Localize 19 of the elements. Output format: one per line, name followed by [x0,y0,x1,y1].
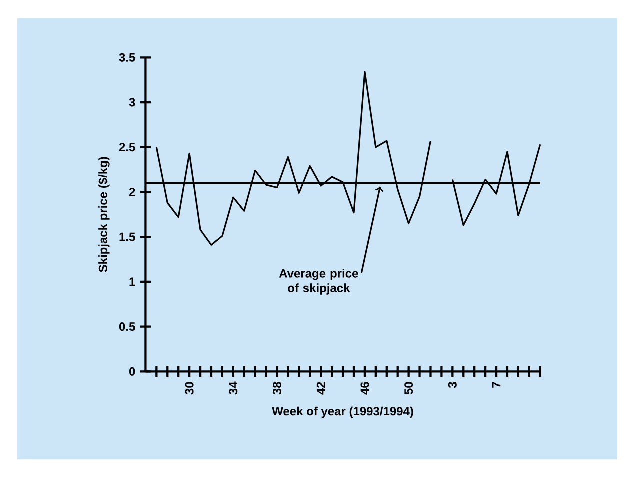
x-tick-label: 30 [185,382,194,395]
x-tick-label: 42 [316,382,326,395]
y-tick-label: 2 [129,188,136,196]
y-tick-label: 1.5 [120,232,136,242]
y-tick-label: 1 [130,278,136,286]
y-tick-label: 2.5 [119,143,136,152]
x-tick-label: 3 [448,382,457,388]
y-tick-label: 3 [129,98,136,107]
y-tick-label: 0 [129,367,136,376]
x-tick-label: 34 [229,382,238,395]
x-tick-label: 38 [272,382,282,395]
y-tick-label: 3.5 [119,53,136,62]
x-tick-label: 50 [404,382,414,395]
y-tick-label: 0.5 [119,322,136,332]
y-axis-title: Skipjack price ($/kg) [98,157,110,272]
x-axis-title: Week of year (1993/1994) [272,406,414,418]
x-tick-label: 46 [360,382,370,395]
ref-line-label: Average price of skipjack [279,269,358,295]
x-tick-label: 7 [492,382,501,388]
